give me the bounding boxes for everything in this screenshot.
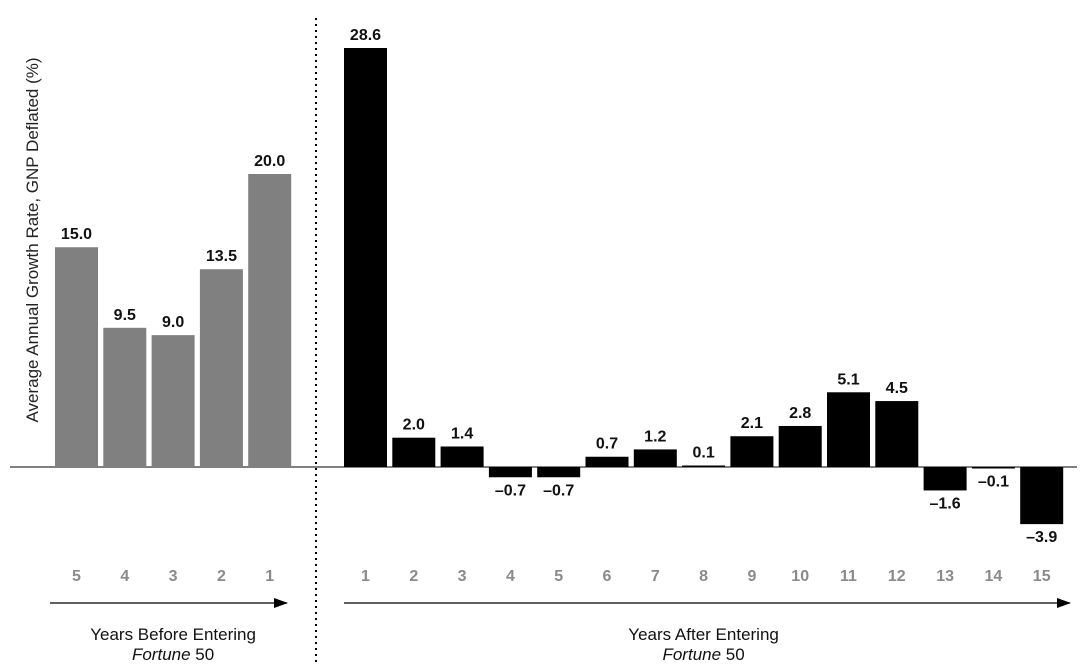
after-tick-label-10: 10	[791, 568, 809, 585]
after-bar-10	[778, 425, 822, 467]
before-tick-label-3: 3	[169, 568, 178, 585]
after-group-label-italic: Fortune	[662, 645, 721, 664]
value-labels-layer: 15.0 9.5 9.0 13.5 20.0 28.6 2.0 1.4 –0.7 –0.7 0.7 1…	[61, 27, 1057, 546]
after-tick-label-14: 14	[985, 568, 1003, 585]
after-value-label-1: 28.6	[350, 27, 381, 44]
after-value-label-4: –0.7	[495, 482, 526, 499]
tick-labels-layer: 5 4 3 2 1 1 2 3 4 5 6 7 8 9 10 11 12 13 14 15	[72, 568, 1051, 585]
before-tick-label-5: 5	[72, 568, 81, 585]
before-value-label-4: 9.5	[114, 307, 136, 324]
after-tick-label-5: 5	[554, 568, 563, 585]
after-value-label-13: –1.6	[930, 495, 961, 512]
after-value-label-15: –3.9	[1026, 529, 1057, 546]
after-tick-label-9: 9	[747, 568, 756, 585]
after-value-label-14: –0.1	[978, 474, 1009, 491]
before-group-label-rest: 50	[191, 645, 215, 664]
bars-layer	[55, 48, 1064, 525]
before-bar-4	[103, 327, 147, 467]
after-tick-label-13: 13	[936, 568, 954, 585]
before-tick-label-4: 4	[120, 568, 129, 585]
after-bar-3	[440, 446, 484, 467]
after-value-label-11: 5.1	[837, 371, 859, 388]
after-tick-label-1: 1	[361, 568, 370, 585]
after-bar-2	[392, 437, 436, 467]
after-bar-5	[537, 467, 581, 478]
after-tick-label-6: 6	[603, 568, 612, 585]
after-bar-1	[344, 48, 387, 467]
after-bar-4	[488, 467, 532, 478]
after-bar-14	[971, 467, 1015, 469]
after-value-label-3: 1.4	[451, 425, 473, 442]
before-group-label-line2: Fortune 50	[132, 645, 214, 664]
before-bar-1	[248, 173, 292, 467]
after-group-label-line1: Years After Entering	[628, 625, 779, 644]
before-group-label-line1: Years Before Entering	[90, 625, 256, 644]
after-tick-label-2: 2	[409, 568, 418, 585]
after-value-label-2: 2.0	[403, 417, 425, 434]
after-bar-7	[633, 449, 677, 467]
before-value-label-3: 9.0	[162, 314, 184, 331]
after-bar-15	[1020, 467, 1064, 525]
after-bar-11	[827, 392, 870, 467]
before-bar-3	[151, 335, 195, 467]
before-bar-2	[199, 269, 243, 467]
after-bar-6	[585, 456, 629, 467]
after-tick-label-3: 3	[458, 568, 467, 585]
before-bar-5	[55, 247, 98, 467]
before-value-label-5: 15.0	[61, 226, 92, 243]
after-bar-13	[923, 467, 967, 491]
after-value-label-12: 4.5	[886, 380, 908, 397]
after-bar-12	[875, 401, 919, 467]
after-tick-label-12: 12	[888, 568, 906, 585]
before-tick-label-1: 1	[265, 568, 274, 585]
y-axis-label: Average Annual Growth Rate, GNP Deflated…	[23, 57, 42, 422]
after-bar-9	[730, 436, 774, 467]
after-value-label-7: 1.2	[644, 428, 666, 445]
after-value-label-10: 2.8	[789, 405, 811, 422]
after-tick-label-8: 8	[699, 568, 708, 585]
before-value-label-1: 20.0	[254, 153, 285, 170]
before-group-label-italic: Fortune	[132, 645, 191, 664]
after-tick-label-11: 11	[840, 568, 857, 585]
after-group-label-rest: 50	[721, 645, 745, 664]
after-tick-label-4: 4	[506, 568, 515, 585]
after-group-label-line2: Fortune 50	[662, 645, 744, 664]
after-bar-8	[682, 465, 726, 467]
before-value-label-2: 13.5	[206, 248, 237, 265]
after-tick-label-7: 7	[651, 568, 660, 585]
after-value-label-5: –0.7	[543, 482, 574, 499]
after-value-label-9: 2.1	[741, 415, 763, 432]
after-value-label-6: 0.7	[596, 436, 618, 453]
after-tick-label-15: 15	[1033, 568, 1051, 585]
after-value-label-8: 0.1	[692, 445, 714, 462]
before-tick-label-2: 2	[217, 568, 226, 585]
